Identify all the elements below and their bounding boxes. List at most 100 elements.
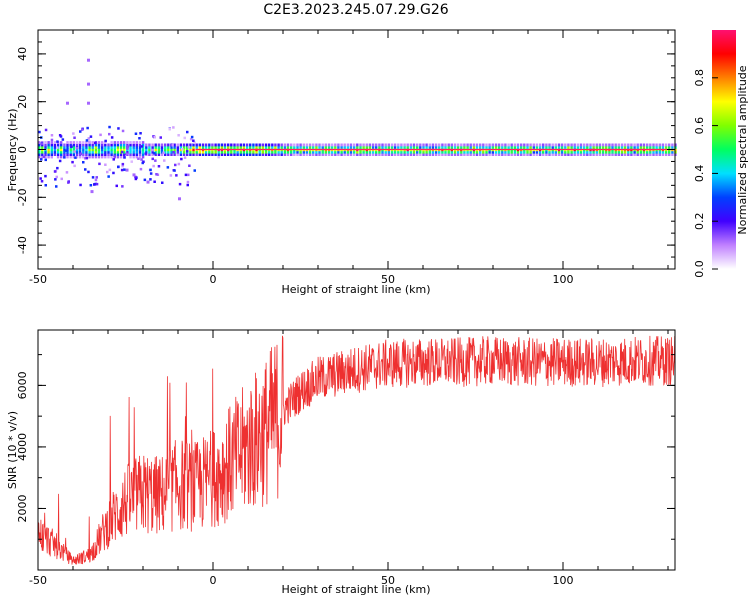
- spectrogram-cell: [47, 145, 50, 149]
- spectrogram-cell: [117, 165, 120, 169]
- spectrogram-ylabel: Frequency (Hz): [6, 109, 19, 192]
- spectrogram-cell: [601, 145, 605, 149]
- spectrogram-cell: [359, 150, 362, 154]
- spectrogram-cell: [264, 153, 268, 156]
- spectrogram-cell: [636, 153, 639, 156]
- spectrogram-cell: [214, 153, 217, 156]
- spectrogram-cell: [223, 150, 227, 154]
- spectrogram-cell: [44, 155, 47, 159]
- spectrogram-cell: [633, 153, 636, 156]
- spectrogram-cell: [362, 145, 365, 149]
- spectrogram-cell: [160, 148, 164, 152]
- spectrogram-cell: [589, 145, 592, 149]
- spectrogram-cell: [157, 165, 161, 168]
- spectrogram-cell: [123, 143, 126, 147]
- spectrogram-cell: [38, 141, 41, 144]
- spectrogram-cell: [161, 181, 164, 184]
- snr-xtick-label: -50: [29, 574, 47, 587]
- spectrogram-cell: [453, 150, 457, 154]
- spectrogram-cell: [450, 145, 453, 149]
- spectrogram-cell: [453, 145, 457, 149]
- spectrogram-cell: [504, 153, 507, 156]
- spectrogram-cell: [513, 143, 517, 147]
- spectrogram-cell: [85, 156, 89, 160]
- spectrogram-cell: [107, 175, 110, 178]
- spectrogram-cell: [53, 143, 57, 147]
- spectrogram-cell: [178, 197, 181, 201]
- spectrogram-cell: [39, 177, 42, 180]
- spectrogram-cell: [85, 153, 88, 156]
- snr-ytick-label: 6000: [16, 371, 29, 399]
- spectrogram-cell: [371, 143, 375, 147]
- spectrogram-cell: [252, 150, 255, 154]
- spectrogram-cell: [40, 158, 43, 161]
- spectrogram-cell: [658, 143, 661, 147]
- spectrogram-cell: [174, 163, 177, 167]
- spectrogram-cell: [50, 153, 53, 156]
- spectrogram-cell: [130, 160, 133, 163]
- spectrogram-cell: [378, 143, 381, 147]
- spectrogram-cell: [67, 181, 70, 184]
- spectrogram-cell: [346, 150, 350, 154]
- spectrogram-cell: [97, 150, 101, 154]
- spectrogram-cell: [249, 153, 252, 156]
- spectrogram-cell: [154, 143, 157, 147]
- spectrogram-cell: [164, 143, 167, 147]
- spectrogram-cell: [567, 150, 570, 154]
- spectrogram-cell: [101, 155, 104, 159]
- spectrogram-cell: [501, 153, 504, 156]
- spectrogram-cell: [60, 143, 63, 147]
- spectrogram-cell: [151, 153, 154, 156]
- spectrogram-cell: [441, 143, 444, 147]
- colorbar-ticks: 0.0 0.2 0.4 0.6 0.8: [693, 69, 718, 278]
- spectrogram-cell: [636, 150, 639, 154]
- spectrogram-cell: [627, 143, 630, 147]
- spectrogram-cell: [466, 153, 469, 156]
- spectrogram-cell: [138, 145, 142, 149]
- spectrogram-cell: [639, 143, 643, 147]
- spectrogram-cell: [466, 143, 469, 147]
- spectrogram-cells: [38, 58, 677, 201]
- spectrogram-cell: [353, 150, 356, 154]
- spectrogram-cell: [236, 153, 239, 156]
- spectrogram-cell: [611, 143, 614, 147]
- spectrogram-cell: [261, 143, 264, 147]
- spectrogram-cell: [583, 143, 586, 147]
- spectrogram-cell: [649, 153, 652, 156]
- spectrogram-cell: [349, 143, 353, 147]
- spectrogram-cell: [507, 145, 510, 149]
- spectrogram-cell: [617, 143, 620, 147]
- spectrogram-cell: [44, 141, 47, 144]
- spectrogram-cell: [472, 150, 476, 154]
- spectrogram-cell: [41, 155, 44, 159]
- spectrogram-cell: [551, 145, 554, 149]
- spectrogram-cell: [664, 150, 668, 154]
- figure-title: C2E3.2023.245.07.29.G26: [263, 2, 448, 18]
- spectrogram-cell: [494, 153, 498, 156]
- spectrogram-cell: [308, 150, 312, 154]
- spectrogram-cell: [101, 148, 104, 152]
- spectrogram-cell: [239, 145, 242, 149]
- spectrogram-cell: [507, 150, 510, 154]
- spectrogram-cell: [371, 150, 375, 154]
- spectrogram-cell: [152, 164, 155, 168]
- spectrogram-cell: [491, 150, 494, 154]
- spectrogram-cell: [605, 143, 608, 147]
- spectrogram-cell: [151, 157, 154, 161]
- spectrogram-cell: [38, 143, 41, 147]
- spectrogram-cell: [557, 150, 561, 154]
- spectrogram-cell: [532, 153, 535, 156]
- spectrogram-cell: [41, 143, 44, 147]
- spectrogram-cell: [204, 150, 208, 154]
- spectrogram-cell: [444, 150, 447, 154]
- spectrogram-cell: [151, 150, 154, 154]
- spectrogram-cell: [72, 153, 75, 156]
- spectrogram-cell: [290, 143, 293, 147]
- spectrogram-cell: [608, 150, 611, 154]
- spectrogram-cell: [91, 145, 94, 149]
- spectrogram-cell: [107, 148, 110, 152]
- spectrogram-cell: [482, 153, 485, 156]
- spectrogram-cell: [61, 138, 65, 141]
- spectrogram-cell: [277, 143, 280, 147]
- spectrogram-cell: [538, 150, 542, 154]
